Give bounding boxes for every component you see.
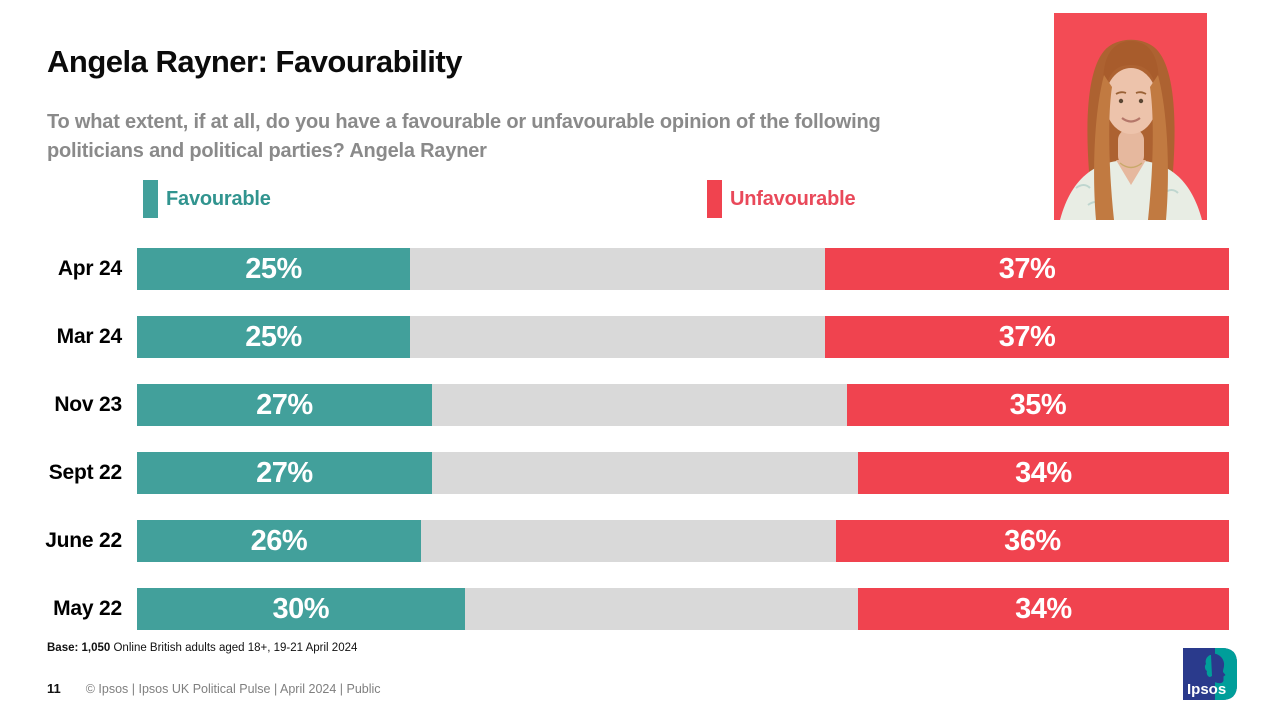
unfavourable-value: 36% [1004,524,1061,557]
stacked-bar: 26% 36% [137,520,1229,562]
unfavourable-value: 35% [1009,388,1067,421]
neutral-segment [420,520,836,562]
neutral-segment [464,588,858,630]
category-label: Sept 22 [48,461,123,484]
svg-text:Ipsos: Ipsos [1187,681,1226,698]
base-note-rest: Online British adults aged 18+, 19-21 Ap… [110,642,358,654]
stacked-bar: 27% 34% [137,452,1229,494]
favourable-value: 26% [250,524,308,557]
favourable-value: 25% [245,320,302,353]
page-title: Angela Rayner: Favourability [47,44,462,79]
chart-row: Apr 24 25% 37% [0,248,1229,290]
favourable-segment: 25% [137,316,410,358]
page-footer: 11 © Ipsos | Ipsos UK Political Pulse | … [47,681,381,696]
favourable-legend-label: Favourable [166,187,271,210]
stacked-bar: 25% 37% [137,316,1229,358]
category-label: Apr 24 [57,257,122,280]
base-note: Base: 1,050 Online British adults aged 1… [47,642,357,654]
favourable-segment: 30% [137,588,465,630]
favourable-segment: 27% [137,452,432,494]
chart-row: Mar 24 25% 37% [0,316,1229,358]
stacked-bar: 30% 34% [137,588,1229,630]
category-label: May 22 [53,597,122,620]
category-label: June 22 [45,529,122,552]
angela-rayner-photo [1054,13,1207,220]
favourable-segment: 27% [137,384,432,426]
footer-source-text: © Ipsos | Ipsos UK Political Pulse | Apr… [85,682,381,696]
stacked-bar: 27% 35% [137,384,1229,426]
favourable-value: 27% [256,456,313,489]
neutral-segment [431,384,847,426]
chart-row: May 22 30% 34% [0,588,1229,630]
unfavourable-segment: 36% [835,520,1229,562]
unfavourable-segment: 35% [846,384,1229,426]
base-note-bold: Base: 1,050 [47,642,111,654]
legend-favourable: Favourable [143,180,271,218]
chart-row: Sept 22 27% 34% [0,452,1229,494]
legend-unfavourable: Unfavourable [707,180,856,218]
unfavourable-segment: 37% [824,248,1229,290]
neutral-segment [410,248,825,290]
chart-row: June 22 26% 36% [0,520,1229,562]
unfavourable-segment: 34% [857,588,1229,630]
category-label: Nov 23 [54,393,122,416]
favourable-value: 25% [245,252,302,285]
unfavourable-value: 37% [998,320,1056,353]
favourable-swatch [143,180,158,218]
chart-row: Nov 23 27% 35% [0,384,1229,426]
survey-question: To what extent, if at all, do you have a… [47,111,881,162]
category-label: Mar 24 [56,325,123,348]
page-number: 11 [47,681,61,696]
unfavourable-segment: 37% [824,316,1229,358]
unfavourable-value: 34% [1015,456,1072,489]
unfavourable-value: 37% [998,252,1056,285]
unfavourable-value: 34% [1015,592,1072,625]
unfavourable-legend-label: Unfavourable [730,187,856,210]
unfavourable-segment: 34% [857,452,1229,494]
favourable-segment: 26% [137,520,421,562]
neutral-segment [410,316,825,358]
favourable-segment: 25% [137,248,410,290]
ipsos-logo: Ipsos [1183,648,1237,700]
neutral-segment [431,452,858,494]
chart-rows: Apr 24 25% 37% Mar 24 25% 37% Nov 23 27% 35% Sept… [0,248,1229,656]
favourable-value: 30% [272,592,330,625]
favourable-value: 27% [256,388,313,421]
unfavourable-swatch [707,180,722,218]
stacked-bar: 25% 37% [137,248,1229,290]
